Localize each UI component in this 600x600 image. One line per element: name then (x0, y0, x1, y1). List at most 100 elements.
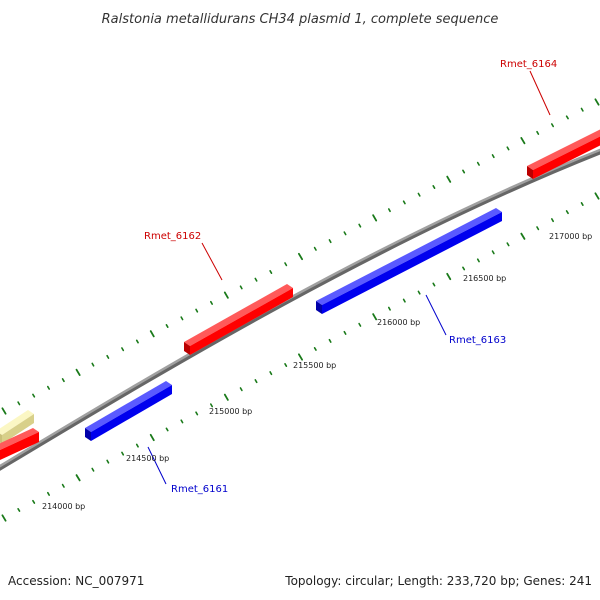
scale-tick (417, 192, 421, 197)
leader-line-rmet-6161 (147, 446, 167, 485)
scale-tick (432, 185, 436, 189)
scale-tick (491, 154, 495, 159)
scale-tick (343, 231, 347, 236)
scale-tick (565, 115, 569, 120)
scale-tick (417, 290, 421, 295)
scale-tick (165, 323, 169, 329)
scale-tick (195, 411, 199, 416)
scale-tick (402, 200, 406, 205)
gene-bar-rmet-6163[interactable] (316, 208, 502, 314)
tick-label: 215500 bp (293, 361, 336, 370)
tick-label: 214500 bp (126, 454, 169, 463)
scale-tick (328, 239, 332, 244)
tick-label: 216500 bp (463, 274, 506, 283)
scale-tick (476, 161, 480, 166)
scale-tick (1, 407, 7, 415)
gene-label-rmet-6163[interactable]: Rmet_6163 (449, 335, 506, 346)
map-title: Ralstonia metallidurans CH34 plasmid 1, … (102, 12, 499, 27)
scale-tick (210, 403, 213, 408)
sequence-backbone-shadow (0, 149, 600, 471)
scale-tick (372, 313, 378, 321)
scale-tick (594, 192, 600, 200)
scale-tick (61, 483, 65, 488)
scale-tick (536, 226, 540, 231)
scale-tick (46, 385, 51, 390)
scale-tick (223, 291, 229, 299)
scale-tick (506, 146, 510, 151)
scale-tick (536, 130, 540, 135)
scale-tick (432, 282, 436, 287)
scale-tick (210, 300, 213, 305)
scale-tick (284, 262, 288, 267)
scale-tick (269, 371, 273, 376)
scale-tick (254, 277, 258, 282)
scale-tick (580, 107, 584, 112)
gene-bar-rmet-6162[interactable] (184, 284, 293, 355)
scale-tick (550, 123, 555, 128)
scale-tick (135, 339, 139, 344)
scale-tick (313, 346, 317, 351)
scale-tick (462, 266, 466, 271)
scale-tick (328, 338, 332, 343)
scale-tick (239, 285, 243, 290)
leader-line-rmet-6163 (425, 294, 447, 336)
scale-tick (358, 322, 362, 327)
scale-tick (343, 330, 347, 335)
scale-tick (254, 379, 258, 384)
upper-tick-track (1, 98, 600, 415)
scale-tick (580, 202, 584, 206)
scale-tick (135, 443, 139, 448)
feature-yellow[interactable] (0, 410, 34, 444)
scale-tick (565, 210, 569, 215)
scale-tick (506, 242, 510, 247)
gene-label-rmet-6162[interactable]: Rmet_6162 (144, 231, 201, 242)
scale-tick (520, 136, 526, 145)
scale-tick (17, 507, 21, 512)
gene-bar-rmet-6161[interactable] (85, 381, 172, 441)
scale-tick (1, 514, 7, 522)
scale-tick (91, 467, 95, 472)
scale-tick (17, 401, 21, 406)
scale-tick (297, 353, 304, 361)
leader-line-rmet-6162 (201, 242, 223, 281)
scale-tick (75, 474, 81, 482)
gene-label-rmet-6164[interactable]: Rmet_6164 (500, 59, 557, 70)
tick-label: 214000 bp (42, 502, 85, 511)
scale-tick (462, 169, 466, 174)
scale-tick (195, 308, 199, 313)
scale-tick (223, 393, 229, 401)
scale-tick (446, 175, 452, 183)
scale-tick (520, 232, 526, 240)
scale-tick (46, 491, 51, 496)
tick-label: 217000 bp (549, 232, 592, 241)
lower-tick-track (1, 192, 600, 522)
accession-text: Accession: NC_007971 (8, 574, 144, 588)
gene-bar-partial-left[interactable] (0, 428, 39, 460)
scale-tick (284, 362, 288, 368)
scale-tick (61, 378, 65, 383)
scale-tick (180, 316, 184, 321)
scale-tick (149, 330, 155, 338)
scale-tick (446, 272, 452, 281)
scale-tick (32, 393, 36, 398)
summary-text: Topology: circular; Length: 233,720 bp; … (284, 574, 592, 588)
gene-bar-rmet-6164[interactable] (527, 128, 600, 179)
scale-tick (32, 499, 36, 504)
scale-tick (239, 387, 243, 392)
scale-tick (491, 250, 495, 255)
scale-tick (476, 258, 480, 263)
scale-tick (121, 347, 125, 352)
scale-tick (550, 218, 555, 223)
gene-label-rmet-6161[interactable]: Rmet_6161 (171, 484, 228, 495)
scale-tick (75, 368, 81, 377)
scale-tick (106, 459, 110, 464)
scale-tick (594, 98, 600, 106)
scale-tick (180, 419, 184, 424)
leader-line-rmet-6164 (529, 70, 551, 116)
scale-tick (387, 208, 391, 213)
scale-tick (387, 306, 391, 311)
scale-tick (358, 223, 362, 228)
scale-tick (106, 354, 110, 359)
scale-tick (313, 246, 317, 251)
